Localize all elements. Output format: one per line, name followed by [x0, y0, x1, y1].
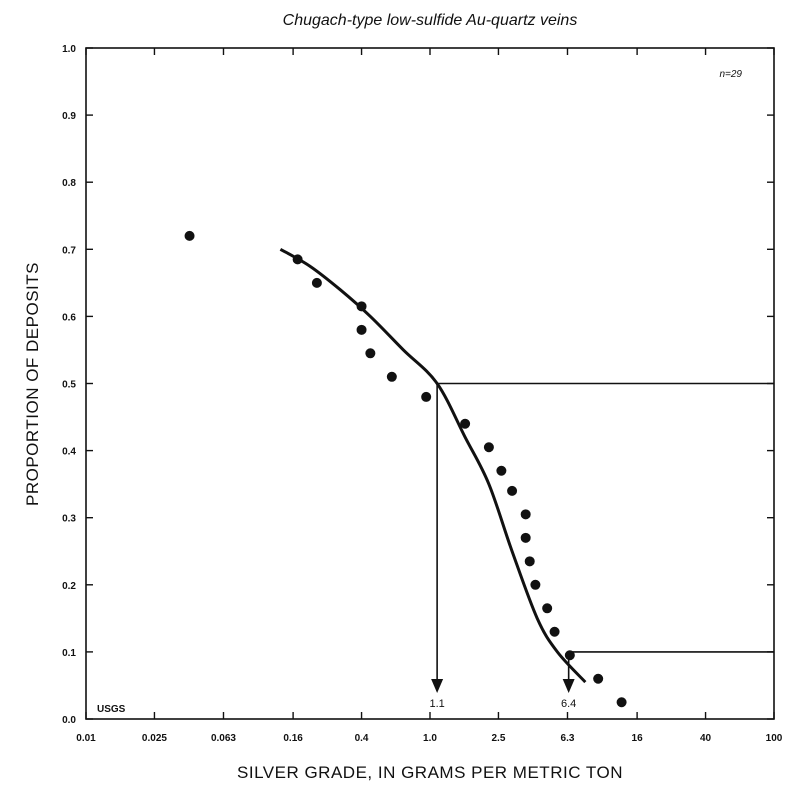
reference-lines [431, 382, 774, 693]
x-tick-label: 40 [700, 733, 712, 744]
data-point [460, 418, 471, 429]
fitted-curve [279, 247, 587, 684]
data-point [184, 230, 195, 241]
x-tick-label: 100 [766, 733, 783, 744]
usgs-credit: USGS [97, 704, 126, 715]
x-tick-label: 0.025 [142, 733, 167, 744]
y-tick-label: 0.9 [62, 111, 76, 122]
data-point [311, 277, 322, 288]
x-tick-label: 1.0 [423, 733, 437, 744]
x-axis-ticks: 0.01 0.025 0.063 0.16 0.4 1.0 2.5 6.3 16 40 100 [76, 48, 783, 744]
y-tick-label: 0.2 [62, 581, 76, 592]
data-points [184, 230, 627, 708]
data-point [564, 650, 575, 661]
data-point [292, 254, 303, 265]
p90-label: 6.4 [561, 698, 576, 710]
x-tick-label: 2.5 [491, 733, 505, 744]
data-point [507, 485, 518, 496]
x-axis-title: SILVER GRADE, IN GRAMS PER METRIC TON [237, 763, 623, 782]
sample-size-note: n=29 [719, 69, 742, 80]
x-tick-label: 0.01 [76, 733, 96, 744]
data-point [616, 697, 627, 708]
data-point [496, 465, 507, 476]
x-tick-label: 0.16 [283, 733, 303, 744]
data-point [542, 603, 553, 614]
data-point [386, 371, 397, 382]
chart-title: Chugach-type low-sulfide Au-quartz veins [283, 12, 578, 29]
y-tick-label: 0.6 [62, 312, 76, 323]
y-tick-label: 0.0 [62, 715, 76, 726]
x-tick-label: 16 [632, 733, 644, 744]
y-tick-label: 1.0 [62, 44, 76, 55]
data-point [356, 324, 367, 335]
data-point [421, 391, 432, 402]
data-point [356, 301, 367, 312]
data-point [520, 509, 531, 520]
y-tick-label: 0.5 [62, 380, 76, 391]
x-tick-label: 6.3 [561, 733, 575, 744]
p90-arrowhead [562, 679, 575, 693]
median-arrowhead [431, 679, 444, 693]
y-axis-ticks: 0.0 0.1 0.2 0.3 0.4 0.5 0.6 0.7 0.8 0.9 1.0 [62, 44, 774, 726]
data-point [365, 348, 376, 359]
data-point [549, 626, 560, 637]
data-point [524, 556, 535, 567]
data-point [483, 442, 494, 453]
data-point [530, 579, 541, 590]
y-tick-label: 0.1 [62, 648, 76, 659]
y-tick-label: 0.7 [62, 245, 76, 256]
data-point [520, 532, 531, 543]
data-point [593, 673, 604, 684]
x-tick-label: 0.063 [211, 733, 236, 744]
y-tick-label: 0.8 [62, 178, 76, 189]
x-tick-label: 0.4 [355, 733, 369, 744]
y-tick-label: 0.3 [62, 514, 76, 525]
y-axis-title: PROPORTION OF DEPOSITS [23, 262, 42, 506]
y-tick-label: 0.4 [62, 447, 76, 458]
median-label: 1.1 [429, 698, 444, 710]
